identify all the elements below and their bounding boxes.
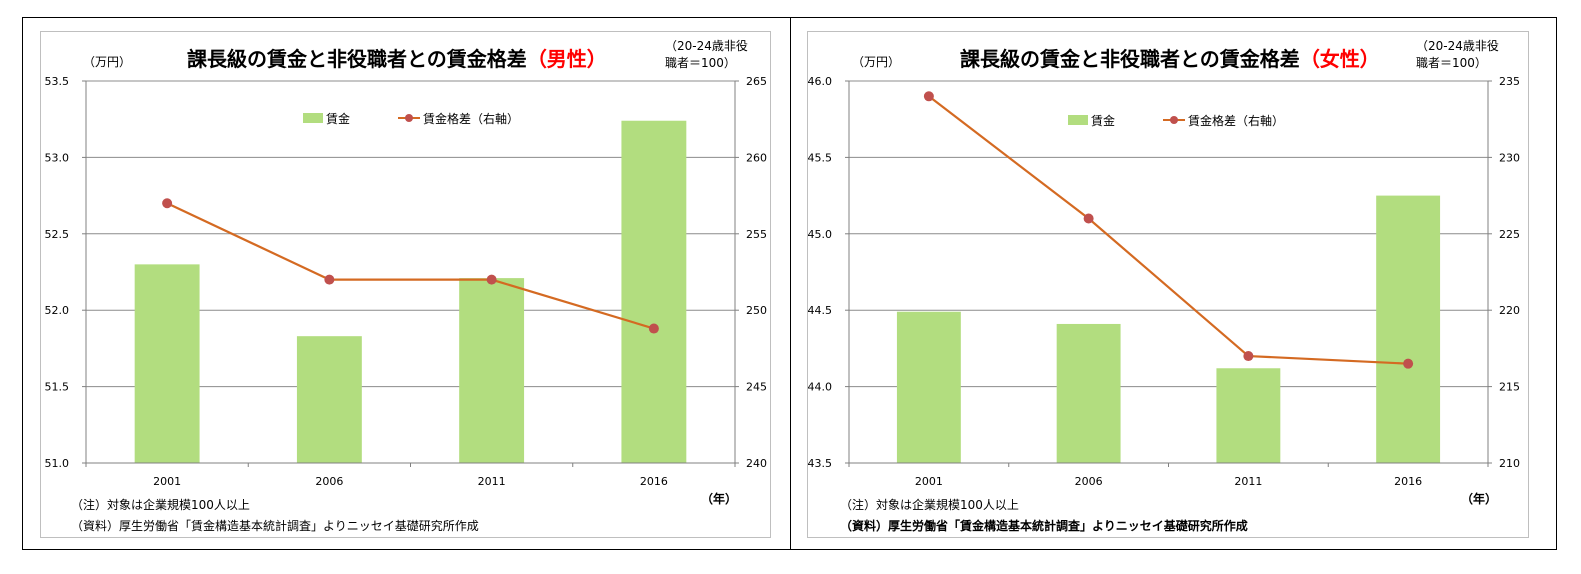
note-2: （資料）厚生労働省「賃金構造基本統計調査」よりニッセイ基礎研究所作成 <box>840 519 1248 533</box>
x-unit: （年） <box>701 492 738 506</box>
y-left-tick-label: 46.0 <box>808 75 832 88</box>
x-unit: （年） <box>1461 492 1498 506</box>
y-left-unit: （万円） <box>83 55 132 69</box>
line-series <box>166 202 655 330</box>
chart-svg-male: 51.0 51.5 52.0 52.5 53.0 53.5 240 245 250 255 260 2… <box>45 75 768 488</box>
x-tick-label: 2006 <box>315 475 343 488</box>
y-right-tick-label: 235 <box>1499 75 1520 88</box>
y-left-tick-label: 43.5 <box>808 457 832 470</box>
line-series <box>928 95 1409 365</box>
legend-bar-swatch <box>1068 115 1088 125</box>
y-left-tick-label: 52.5 <box>45 228 70 241</box>
y-right-tick-label: 225 <box>1499 228 1520 241</box>
bar <box>296 336 362 463</box>
y-right-unit: （20-24歳非役 職者＝100） <box>665 39 748 70</box>
bar <box>621 120 687 463</box>
y-right-tick-label: 240 <box>746 457 767 470</box>
bar <box>1376 195 1441 463</box>
bar <box>1216 368 1281 463</box>
legend-bar-label: 賃金 <box>1091 113 1115 128</box>
y-right-tick-label: 265 <box>746 75 767 88</box>
chart-panel-male: 51.0 51.5 52.0 52.5 53.0 53.5 240 245 250 255 260 2… <box>40 31 771 538</box>
line-point <box>923 91 934 102</box>
chart-title-text: 課長級の賃金と非役職者との賃金格差 <box>960 47 1300 71</box>
chart-title-male: 課長級の賃金と非役職者との賃金格差（男性） <box>187 43 607 72</box>
line-point <box>648 323 659 334</box>
legend-line-label: 賃金格差（右軸） <box>423 111 519 126</box>
y-left-tick-label: 44.0 <box>808 381 832 394</box>
y-right-tick-label: 210 <box>1499 457 1520 470</box>
note-1: （注）対象は企業規模100人以上 <box>840 498 1019 512</box>
bar <box>896 311 961 463</box>
x-tick-label: 2016 <box>1394 475 1422 488</box>
chart-title-female: 課長級の賃金と非役職者との賃金格差（女性） <box>960 43 1380 72</box>
y-right-tick-label: 230 <box>1499 151 1520 164</box>
y-right-tick-label: 215 <box>1499 381 1520 394</box>
legend-bar-label: 賃金 <box>326 111 350 126</box>
line-point <box>1243 351 1254 362</box>
chart-title-text: 課長級の賃金と非役職者との賃金格差 <box>187 47 527 71</box>
y-right-tick-label: 250 <box>746 304 767 317</box>
x-tick-label: 2011 <box>1234 475 1262 488</box>
y-left-unit: （万円） <box>852 55 901 69</box>
bar <box>134 264 200 463</box>
note-2: （資料）厚生労働省「賃金構造基本統計調査」よりニッセイ基礎研究所作成 <box>71 519 479 533</box>
x-tick-label: 2016 <box>640 475 668 488</box>
legend-line-marker <box>405 114 413 122</box>
line-point <box>162 198 173 209</box>
chart-title-highlight: （女性） <box>1299 47 1380 71</box>
y-left-tick-label: 45.5 <box>808 151 832 164</box>
y-right-tick-label: 220 <box>1499 304 1520 317</box>
chart-panel-female: 43.5 44.0 44.5 45.0 45.5 46.0 210 215 220 225 230 2… <box>807 31 1529 538</box>
y-left-tick-label: 45.0 <box>808 228 832 241</box>
y-left-tick-label: 53.5 <box>45 75 70 88</box>
x-tick-label: 2006 <box>1075 475 1103 488</box>
y-right-tick-label: 255 <box>746 228 767 241</box>
y-right-tick-label: 260 <box>746 151 767 164</box>
y-right-tick-label: 245 <box>746 381 767 394</box>
line-point <box>324 274 335 285</box>
y-left-tick-label: 53.0 <box>45 151 70 164</box>
x-tick-label: 2001 <box>915 475 943 488</box>
legend-bar-swatch <box>303 113 323 123</box>
chart-svg-female: 43.5 44.0 44.5 45.0 45.5 46.0 210 215 220 225 230 2… <box>808 75 1520 488</box>
x-tick-label: 2011 <box>478 475 506 488</box>
x-tick-label: 2001 <box>153 475 181 488</box>
y-right-unit: （20-24歳非役 職者＝100） <box>1416 39 1499 70</box>
y-left-tick-label: 51.5 <box>45 381 70 394</box>
line-point <box>486 274 497 285</box>
figure-frame <box>22 17 1557 550</box>
legend-line-label: 賃金格差（右軸） <box>1188 113 1284 128</box>
chart-title-highlight: （男性） <box>526 47 607 71</box>
line-point <box>1083 213 1094 224</box>
y-left-tick-label: 51.0 <box>45 457 70 470</box>
legend-line-marker <box>1170 116 1178 124</box>
y-left-tick-label: 44.5 <box>808 304 832 317</box>
y-left-tick-label: 52.0 <box>45 304 70 317</box>
bar <box>1056 323 1121 463</box>
figure-divider <box>790 17 791 550</box>
bar <box>459 278 525 463</box>
line-point <box>1403 358 1414 369</box>
note-1: （注）対象は企業規模100人以上 <box>71 498 250 512</box>
